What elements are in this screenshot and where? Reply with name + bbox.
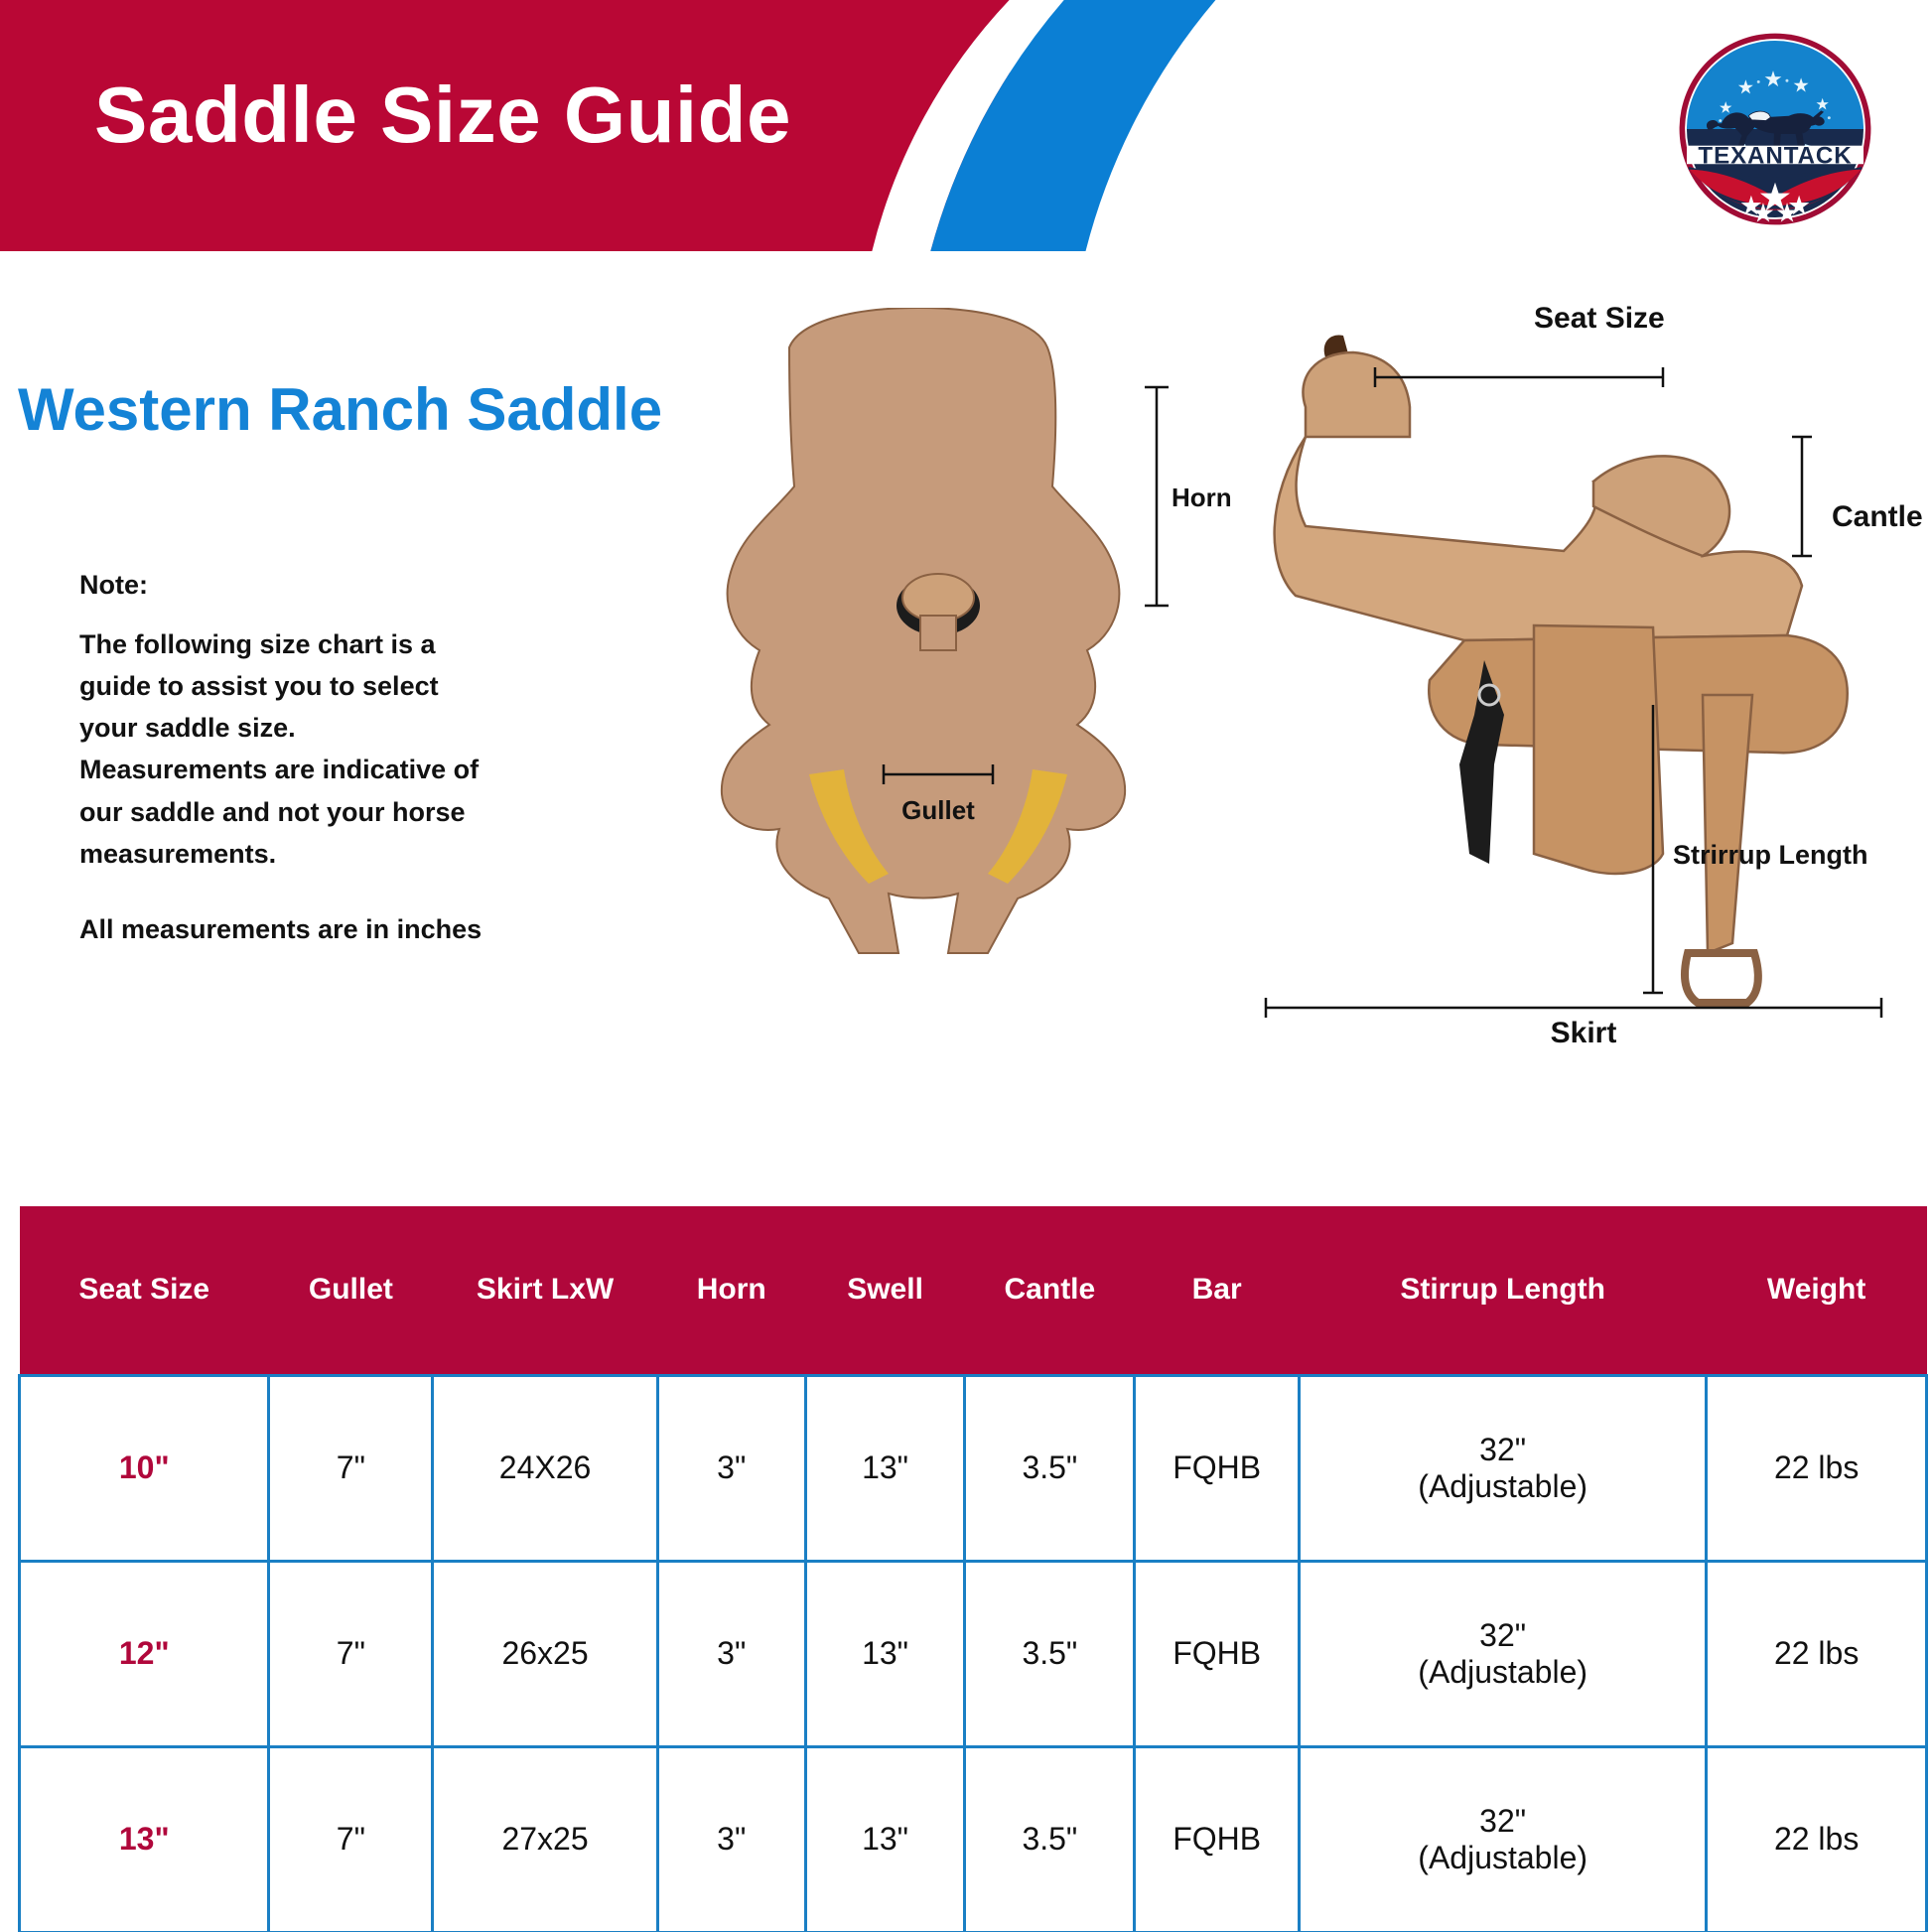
svg-text:Strirrup Length: Strirrup Length [1673, 840, 1868, 870]
svg-text:TEXANTACK: TEXANTACK [1698, 142, 1852, 169]
svg-text:Skirt: Skirt [1551, 1017, 1617, 1049]
svg-text:Cantle: Cantle [1832, 500, 1923, 533]
svg-text:Gullet: Gullet [901, 795, 975, 825]
svg-text:Seat Size: Seat Size [1534, 302, 1665, 335]
svg-text:Horn: Horn [1172, 483, 1232, 512]
